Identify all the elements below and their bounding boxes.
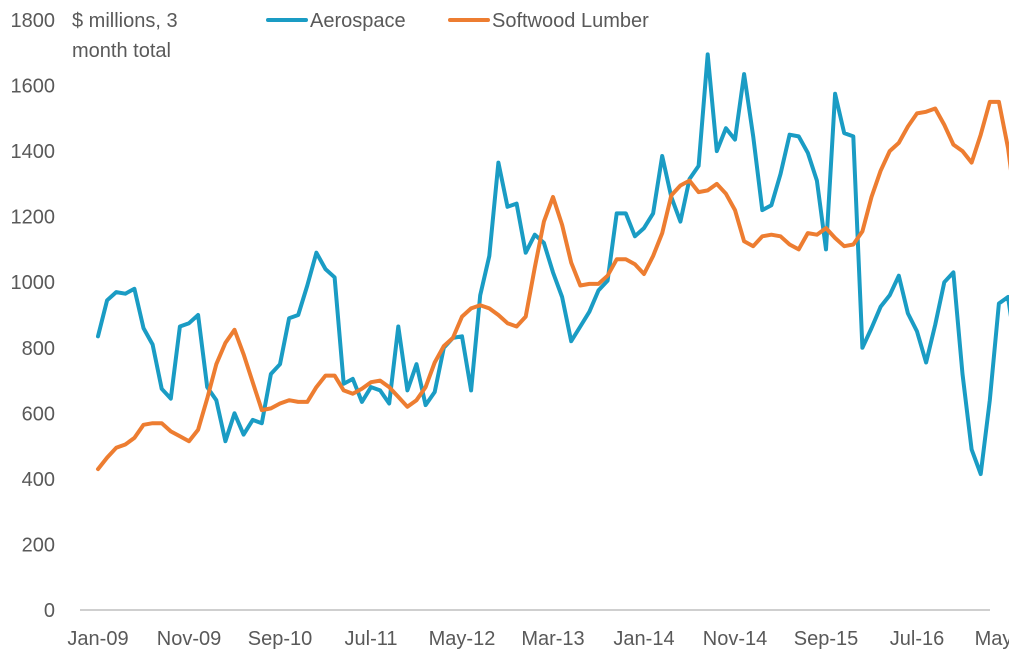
unit-label: $ millions, 3 month total [72,10,178,62]
x-tick-label: Sep-15 [794,628,859,650]
y-tick-label: 1400 [11,141,56,163]
x-tick-label: Nov-14 [703,628,767,650]
x-tick-label: Jul-16 [890,628,944,650]
x-tick-label: Jan-09 [67,628,128,650]
x-axis-ticks: Jan-09 Nov-09 Sep-10 Jul-11 May-12 Mar-13 Jan-… [67,628,1009,650]
y-tick-label: 600 [22,403,55,425]
y-tick-label: 1200 [11,207,56,229]
x-tick-label: Mar-13 [521,628,584,650]
y-tick-label: 200 [22,534,55,556]
y-tick-label: 1000 [11,272,56,294]
x-tick-label: May-12 [429,628,496,650]
series-line-softwood-lumber [96,99,1009,472]
y-tick-label: 1600 [11,76,56,98]
y-tick-label: 400 [22,469,55,491]
x-tick-label: Nov-09 [157,628,221,650]
y-tick-label: 800 [22,338,55,360]
legend-item-aerospace: Aerospace [266,10,406,32]
unit-label-line-1: $ millions, 3 [72,10,178,32]
legend-label: Softwood Lumber [492,10,649,32]
series-lines [96,52,1009,476]
legend-item-softwood-lumber: Softwood Lumber [448,10,649,32]
x-tick-label: May-17 [975,628,1009,650]
y-axis-ticks: 0 200 400 600 800 1000 1200 1400 1600 1800 [11,10,56,622]
series-line-aerospace [96,52,1009,476]
x-tick-label: Sep-10 [248,628,313,650]
x-tick-label: Jan-14 [613,628,674,650]
legend: Aerospace Softwood Lumber [266,10,649,32]
y-tick-label: 0 [44,600,55,622]
unit-label-line-2: month total [72,40,171,62]
y-tick-label: 1800 [11,10,56,32]
legend-label: Aerospace [310,10,406,32]
x-tick-label: Jul-11 [345,628,398,650]
